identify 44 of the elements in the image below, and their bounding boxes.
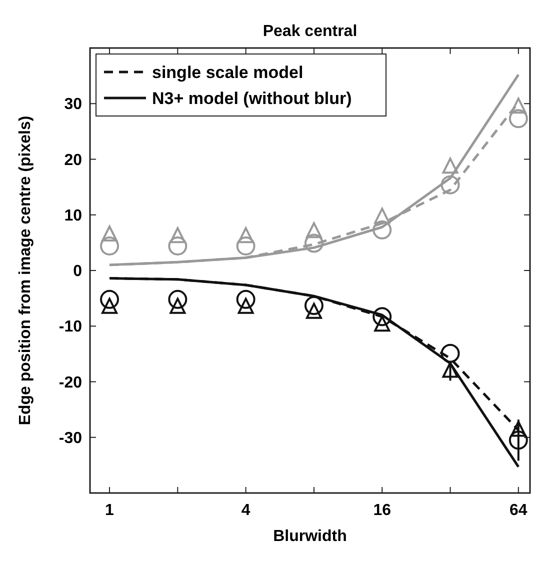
point bbox=[510, 420, 526, 437]
point bbox=[510, 98, 526, 114]
point bbox=[238, 227, 254, 244]
point bbox=[372, 307, 392, 326]
y-tick-label: -20 bbox=[58, 374, 82, 392]
point bbox=[508, 109, 528, 128]
x-axis-title: Blurwidth bbox=[273, 528, 347, 545]
point bbox=[508, 430, 528, 450]
y-axis-title: Edge position from image centre (pixels) bbox=[17, 116, 34, 426]
y-tick-label: 20 bbox=[64, 152, 82, 169]
y-tick-label: -10 bbox=[58, 318, 82, 336]
point bbox=[374, 208, 390, 224]
point bbox=[442, 158, 458, 174]
point bbox=[442, 362, 458, 378]
y-tick-label: 10 bbox=[64, 207, 82, 224]
x-tick-label: 4 bbox=[241, 502, 250, 519]
point bbox=[306, 222, 322, 238]
y-tick-label: 30 bbox=[64, 96, 82, 114]
point bbox=[306, 302, 322, 319]
point bbox=[170, 298, 186, 314]
x-tick-label: 16 bbox=[373, 502, 392, 519]
legend-label: N3+ model (without blur) bbox=[152, 88, 352, 108]
point bbox=[374, 316, 390, 332]
legend-label: single scale model bbox=[152, 62, 304, 82]
chart-title: Peak central bbox=[262, 23, 358, 40]
point bbox=[100, 290, 120, 309]
point bbox=[440, 344, 460, 363]
point bbox=[100, 236, 120, 256]
y-tick-label: 0 bbox=[73, 263, 82, 280]
point bbox=[304, 234, 324, 253]
point bbox=[102, 226, 118, 242]
x-tick-label: 1 bbox=[105, 502, 114, 519]
point bbox=[170, 227, 186, 244]
point bbox=[440, 175, 460, 194]
point bbox=[236, 236, 256, 256]
point bbox=[372, 220, 392, 240]
point bbox=[102, 298, 118, 314]
y-tick-label: -30 bbox=[58, 430, 82, 447]
point bbox=[304, 296, 324, 316]
point bbox=[168, 290, 188, 309]
point bbox=[238, 298, 254, 314]
point bbox=[236, 290, 256, 309]
x-tick-label: 64 bbox=[510, 502, 528, 519]
point bbox=[168, 236, 188, 256]
